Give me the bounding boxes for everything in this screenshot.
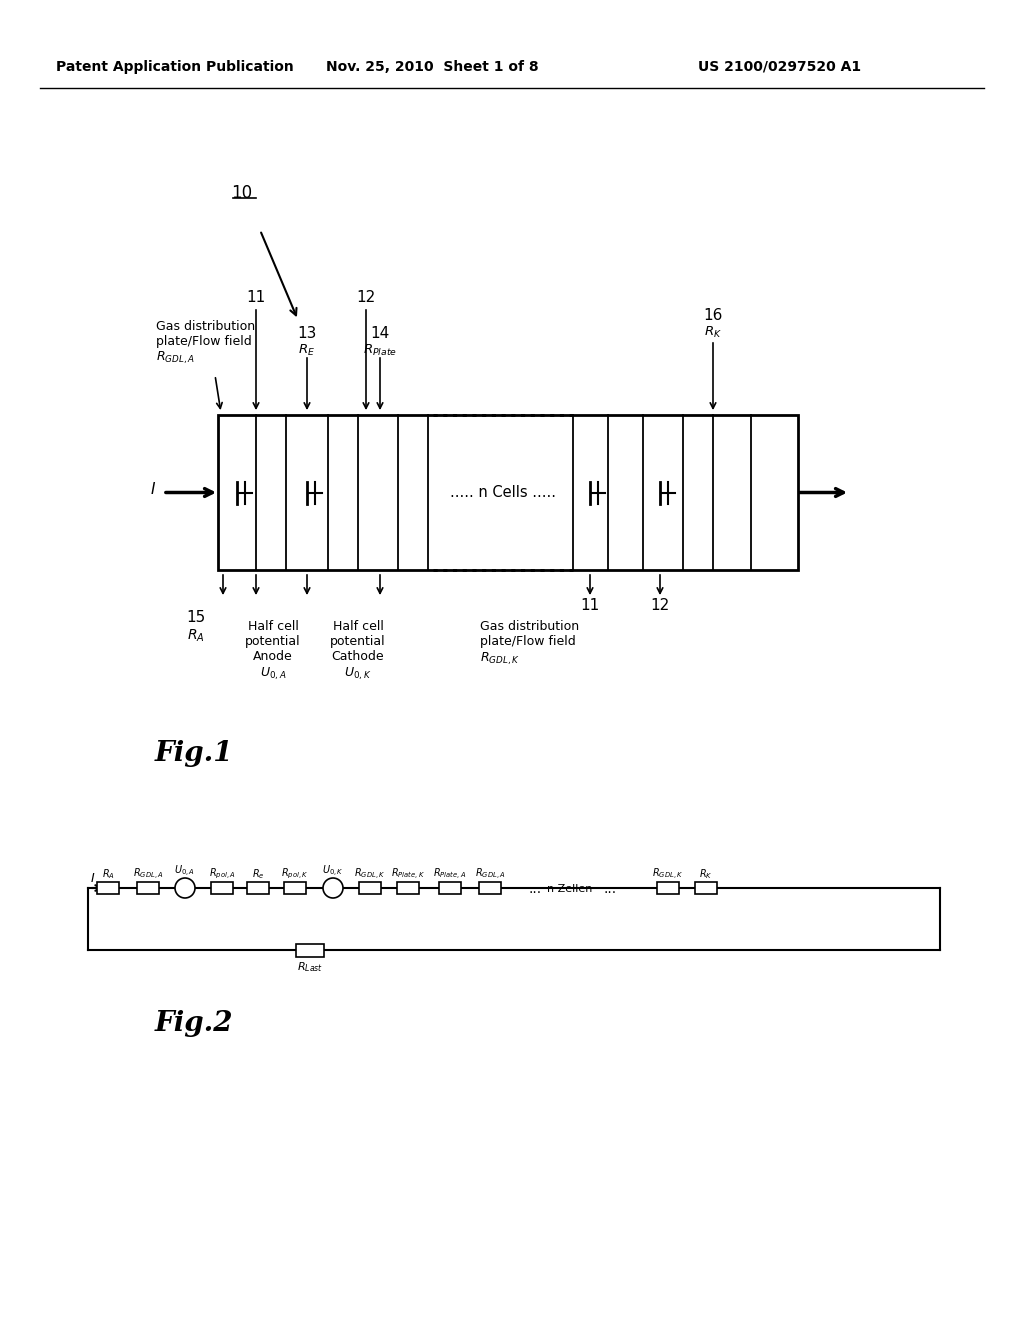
Text: $R_{Plate,A}$: $R_{Plate,A}$ <box>433 866 467 882</box>
Text: Gas distribution
plate/Flow field
$R_{GDL,K}$: Gas distribution plate/Flow field $R_{GD… <box>480 620 580 667</box>
Bar <box>397 882 419 894</box>
Circle shape <box>175 878 195 898</box>
Text: $R_{GDL,K}$: $R_{GDL,K}$ <box>354 866 386 882</box>
Bar <box>439 882 461 894</box>
Text: $R_K$: $R_K$ <box>705 325 722 339</box>
Text: ...: ... <box>603 882 616 896</box>
Text: 12: 12 <box>356 289 376 305</box>
Text: 13: 13 <box>297 326 316 341</box>
Text: $R_E$: $R_E$ <box>298 342 315 358</box>
Text: $R_{pol,K}$: $R_{pol,K}$ <box>282 867 309 882</box>
Text: $U_{0,A}$: $U_{0,A}$ <box>174 863 196 879</box>
Bar <box>359 882 381 894</box>
Text: $R_{GDL,A}$: $R_{GDL,A}$ <box>474 866 506 882</box>
Bar <box>695 882 717 894</box>
Text: I: I <box>91 873 95 886</box>
Text: $R_A$: $R_A$ <box>187 628 205 644</box>
Text: $R_{pol,A}$: $R_{pol,A}$ <box>209 867 236 882</box>
Bar <box>479 882 501 894</box>
Bar <box>218 414 798 570</box>
Text: Nov. 25, 2010  Sheet 1 of 8: Nov. 25, 2010 Sheet 1 of 8 <box>326 59 539 74</box>
Text: $R_e$: $R_e$ <box>252 867 264 880</box>
Text: $R_{Plate,K}$: $R_{Plate,K}$ <box>391 866 425 882</box>
Text: 15: 15 <box>186 610 206 626</box>
Bar <box>296 944 324 957</box>
Bar <box>97 882 119 894</box>
Text: n Zellen: n Zellen <box>547 884 593 894</box>
Circle shape <box>323 878 343 898</box>
Text: ...: ... <box>528 882 542 896</box>
Text: 10: 10 <box>231 183 253 202</box>
Text: Gas distribution
plate/Flow field
$R_{GDL,A}$: Gas distribution plate/Flow field $R_{GD… <box>156 319 255 367</box>
Text: $R_{Last}$: $R_{Last}$ <box>297 960 324 974</box>
Text: $U_{0,K}$: $U_{0,K}$ <box>323 863 344 879</box>
Text: Half cell
potential
Anode
$U_{0,A}$: Half cell potential Anode $U_{0,A}$ <box>245 620 301 681</box>
Bar <box>657 882 679 894</box>
Text: I: I <box>151 482 155 498</box>
Bar <box>284 882 306 894</box>
Text: $R_{GDL,A}$: $R_{GDL,A}$ <box>133 866 164 882</box>
Text: $R_{GDL,K}$: $R_{GDL,K}$ <box>652 866 684 882</box>
Bar <box>211 882 233 894</box>
Text: 11: 11 <box>581 598 600 612</box>
Bar <box>137 882 159 894</box>
Text: US 2100/0297520 A1: US 2100/0297520 A1 <box>698 59 861 74</box>
Text: 11: 11 <box>247 289 265 305</box>
Text: 16: 16 <box>703 308 723 322</box>
Text: Fig.2: Fig.2 <box>155 1010 233 1038</box>
Text: Patent Application Publication: Patent Application Publication <box>56 59 294 74</box>
Text: $R_{Plate}$: $R_{Plate}$ <box>364 342 397 358</box>
Text: 14: 14 <box>371 326 389 341</box>
Text: 12: 12 <box>650 598 670 612</box>
Bar <box>247 882 269 894</box>
Text: Fig.1: Fig.1 <box>155 741 233 767</box>
Text: $R_K$: $R_K$ <box>699 867 713 880</box>
Text: $R_A$: $R_A$ <box>101 867 115 880</box>
Text: Half cell
potential
Cathode
$U_{0,K}$: Half cell potential Cathode $U_{0,K}$ <box>330 620 386 681</box>
Text: ..... n Cells .....: ..... n Cells ..... <box>450 484 556 500</box>
